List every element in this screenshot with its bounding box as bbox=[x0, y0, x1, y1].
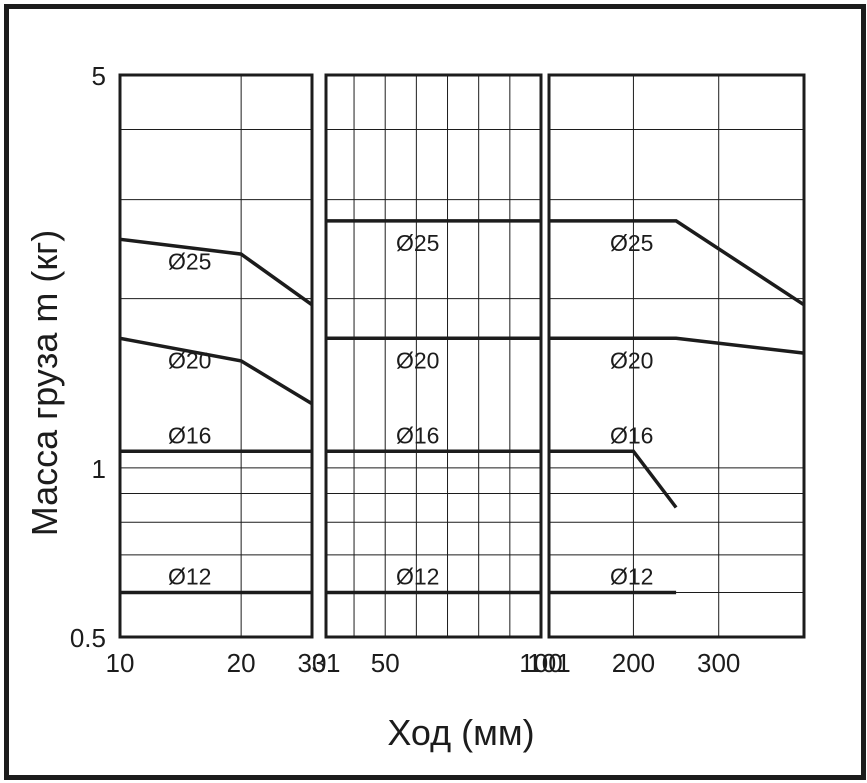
series-label: Ø25 bbox=[168, 248, 211, 274]
x-tick-label: 20 bbox=[227, 648, 256, 678]
panel-borders bbox=[118, 73, 806, 639]
series-label: Ø20 bbox=[168, 347, 211, 373]
series-line bbox=[549, 219, 805, 307]
series-line bbox=[119, 336, 313, 406]
series-label: Ø25 bbox=[396, 230, 439, 256]
chart-frame bbox=[4, 4, 866, 780]
series-label: Ø12 bbox=[168, 564, 211, 590]
y-tick-label: 5 bbox=[92, 61, 106, 91]
series-label: Ø25 bbox=[610, 230, 653, 256]
y-tick-label: 0.5 bbox=[70, 623, 106, 653]
x-tick-label: 30 bbox=[298, 648, 327, 678]
series-layer bbox=[119, 219, 805, 595]
panel-border bbox=[118, 73, 314, 639]
x-tick-label: 100 bbox=[519, 648, 562, 678]
series-label: Ø12 bbox=[396, 564, 439, 590]
panel-border bbox=[324, 73, 543, 639]
panel-border bbox=[547, 73, 806, 639]
series-label: Ø16 bbox=[168, 422, 211, 448]
series-line bbox=[549, 449, 678, 509]
series-label: Ø20 bbox=[396, 347, 439, 373]
y-axis-title: Масса груза m (кг) bbox=[24, 230, 65, 537]
x-tick-label: 200 bbox=[612, 648, 655, 678]
x-tick-label: 31 bbox=[312, 648, 341, 678]
series-line bbox=[119, 237, 314, 307]
x-tick-label: 300 bbox=[697, 648, 740, 678]
x-tick-label: 50 bbox=[371, 648, 400, 678]
x-axis-title: Ход (мм) bbox=[387, 712, 534, 753]
series-label: Ø16 bbox=[396, 422, 439, 448]
text-layer: Ø25 Ø20 Ø16 Ø12 10 20 30 Ø25 Ø20 Ø16 Ø12 31 50 100 Ø25… bbox=[70, 61, 741, 678]
series-label: Ø16 bbox=[610, 422, 653, 448]
y-tick-label: 1 bbox=[92, 454, 106, 484]
series-label: Ø12 bbox=[610, 564, 653, 590]
x-tick-label: 101 bbox=[527, 648, 570, 678]
x-tick-label: 10 bbox=[106, 648, 135, 678]
series-line bbox=[549, 336, 805, 355]
series-label: Ø20 bbox=[610, 347, 653, 373]
